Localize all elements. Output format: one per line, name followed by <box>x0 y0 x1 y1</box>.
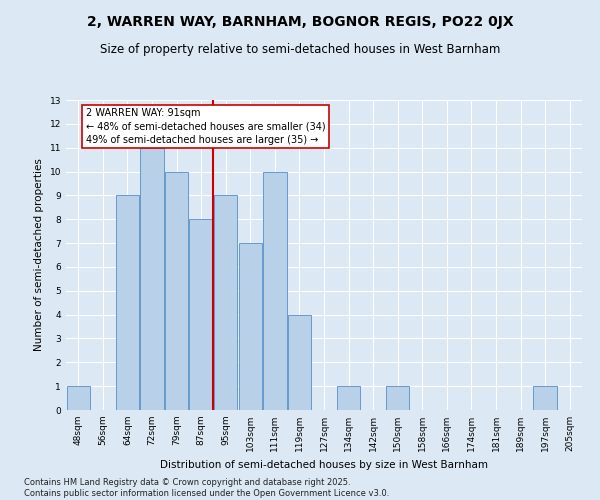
Bar <box>190 219 213 410</box>
Bar <box>386 386 409 410</box>
Text: 2 WARREN WAY: 91sqm
← 48% of semi-detached houses are smaller (34)
49% of semi-d: 2 WARREN WAY: 91sqm ← 48% of semi-detach… <box>86 108 325 144</box>
Bar <box>214 196 238 410</box>
Bar <box>67 386 90 410</box>
Bar <box>288 314 311 410</box>
Text: Contains HM Land Registry data © Crown copyright and database right 2025.
Contai: Contains HM Land Registry data © Crown c… <box>24 478 389 498</box>
Bar <box>337 386 360 410</box>
Bar <box>263 172 287 410</box>
Text: Size of property relative to semi-detached houses in West Barnham: Size of property relative to semi-detach… <box>100 42 500 56</box>
Y-axis label: Number of semi-detached properties: Number of semi-detached properties <box>34 158 44 352</box>
Bar <box>533 386 557 410</box>
Text: 2, WARREN WAY, BARNHAM, BOGNOR REGIS, PO22 0JX: 2, WARREN WAY, BARNHAM, BOGNOR REGIS, PO… <box>86 15 514 29</box>
Bar <box>239 243 262 410</box>
Bar <box>116 196 139 410</box>
Bar <box>165 172 188 410</box>
Bar <box>140 148 164 410</box>
X-axis label: Distribution of semi-detached houses by size in West Barnham: Distribution of semi-detached houses by … <box>160 460 488 469</box>
